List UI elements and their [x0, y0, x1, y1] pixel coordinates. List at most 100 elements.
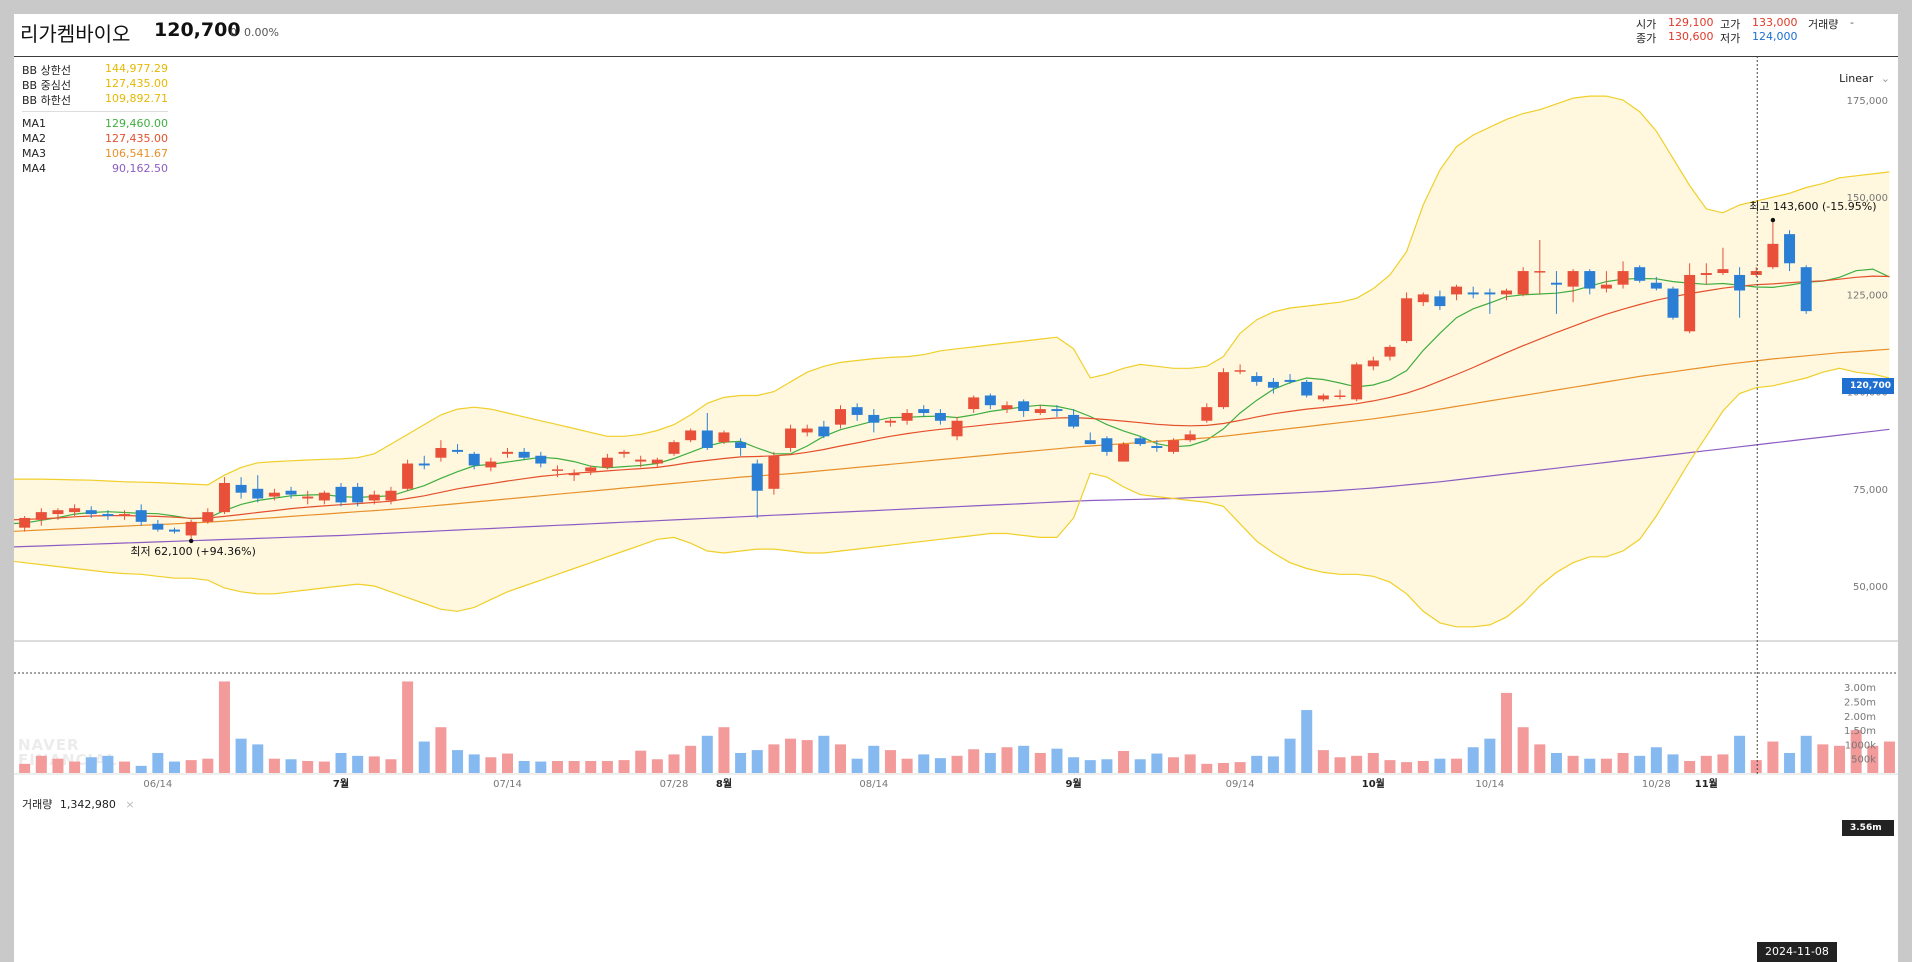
legend-ma4: MA4 90,162.50	[22, 162, 168, 175]
candle	[968, 395, 980, 413]
candle-body	[1750, 271, 1762, 275]
volume-bar	[268, 758, 280, 773]
x-tick-label: 06/14	[143, 779, 172, 790]
volume-bar	[1834, 745, 1845, 773]
candle-body	[318, 492, 330, 501]
candle	[1001, 401, 1013, 413]
legend-bb-lower: BB 하한선 109,892.71	[22, 92, 168, 107]
candle	[1767, 222, 1779, 270]
volume-bar	[1501, 692, 1512, 773]
candle-body	[1534, 271, 1546, 273]
candle	[19, 516, 31, 532]
candle	[1734, 267, 1746, 318]
candle-body	[268, 492, 280, 497]
candle	[1434, 290, 1446, 310]
candle	[1018, 399, 1030, 417]
candle-body	[1034, 409, 1046, 413]
candle	[452, 444, 464, 454]
candle	[52, 508, 64, 520]
volume-bar	[418, 741, 430, 773]
candle-body	[934, 412, 946, 421]
volume-bar	[1334, 757, 1346, 773]
price-tick-label: 50,000	[1853, 582, 1888, 593]
volume-bar	[685, 745, 697, 773]
candle-body	[835, 409, 846, 425]
candle	[651, 457, 663, 468]
candle-body	[1184, 434, 1196, 441]
scale-mode-dropdown[interactable]: Linear ⌄	[1839, 72, 1890, 85]
high-annotation: 최고 143,600 (-15.95%)	[1749, 200, 1876, 213]
candle	[502, 447, 513, 458]
candle-body	[152, 523, 164, 530]
volume-bar	[1817, 744, 1829, 773]
candle-body	[1234, 370, 1246, 372]
volume-bar	[751, 750, 763, 773]
candle-body	[918, 409, 930, 413]
volume-bar	[169, 761, 180, 773]
candle-body	[601, 457, 613, 468]
candle-body	[52, 510, 64, 515]
legend-bb-middle: BB 중심선 127,435.00	[22, 77, 168, 92]
candle	[1051, 405, 1063, 417]
candle	[1534, 239, 1546, 295]
candle-body	[485, 461, 497, 468]
price-chart[interactable]: 175,000150,000125,000100,00075,00050,000…	[14, 14, 1898, 962]
candle-body	[1384, 346, 1396, 357]
candle-body	[718, 432, 730, 443]
candle-body	[1134, 438, 1146, 445]
candle-body	[435, 447, 447, 458]
volume-bar	[701, 735, 713, 773]
volume-bar	[19, 763, 31, 773]
candle-body	[1301, 381, 1313, 396]
candle	[918, 405, 930, 417]
chart-window: 리가켐바이오 120,700 0 0.00% 시가 129,100 고가 133…	[14, 14, 1898, 962]
volume-bar	[1101, 759, 1113, 773]
volume-title: 거래량	[22, 798, 53, 811]
x-tick-label: 9월	[1066, 778, 1082, 790]
volume-bar	[585, 760, 597, 773]
volume-bar	[1517, 727, 1529, 773]
candle-body	[302, 496, 314, 499]
candle-body	[185, 521, 197, 536]
candle	[1217, 368, 1229, 410]
candle-body	[1700, 273, 1712, 275]
open-value: 129,100	[1668, 16, 1714, 29]
volume-bar	[1850, 730, 1862, 773]
candle-body	[169, 529, 180, 532]
volume-bar	[1634, 755, 1646, 773]
volume-bar	[1351, 755, 1363, 773]
legend-ma2: MA2 127,435.00	[22, 132, 168, 145]
close-label: 종가	[1636, 32, 1657, 45]
candle	[385, 486, 397, 505]
candle	[1384, 344, 1396, 361]
candle	[1501, 288, 1512, 301]
candle-body	[868, 414, 880, 423]
candle-body	[285, 490, 297, 495]
volume-bar	[1617, 752, 1629, 773]
candle	[551, 465, 563, 478]
volume-bar	[1284, 738, 1296, 773]
candle-body	[385, 490, 397, 501]
volume-bar	[485, 757, 497, 773]
candle-body	[1501, 290, 1512, 295]
candle-body	[1151, 446, 1163, 448]
candle-body	[851, 407, 863, 415]
volume-bar	[635, 750, 647, 773]
candle	[1517, 267, 1529, 297]
x-tick-label: 08/14	[859, 779, 888, 790]
price-change: 0	[230, 26, 237, 39]
candle	[1401, 292, 1413, 343]
volume-bar	[185, 760, 197, 773]
volume-bar	[618, 760, 630, 773]
volume-bar	[518, 760, 530, 773]
candle	[835, 405, 846, 429]
candle	[302, 490, 314, 505]
volume-bar	[1484, 738, 1496, 773]
candle	[1068, 409, 1080, 429]
candle-body	[335, 486, 347, 503]
close-icon[interactable]: ×	[125, 798, 135, 811]
candle-body	[1284, 379, 1296, 382]
candle	[202, 508, 214, 524]
volume-bar	[968, 749, 980, 773]
candle	[1168, 438, 1179, 454]
